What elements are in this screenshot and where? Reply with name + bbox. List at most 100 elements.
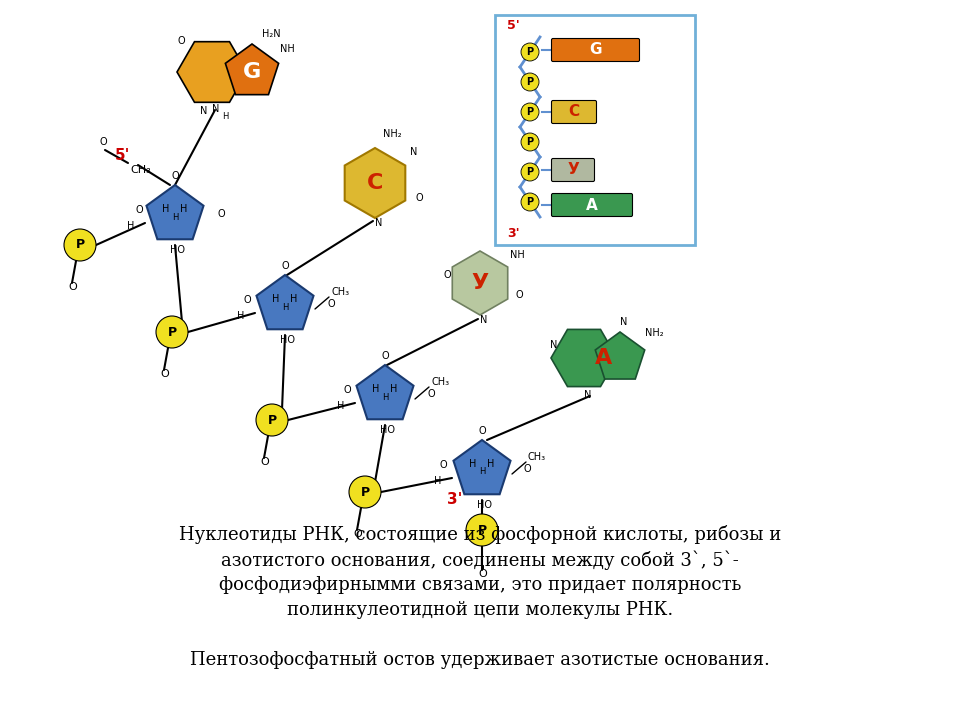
Polygon shape (147, 185, 204, 239)
Text: HO: HO (477, 500, 492, 510)
Text: N: N (480, 315, 488, 325)
Text: 5': 5' (507, 19, 519, 32)
Text: N: N (200, 106, 207, 116)
Text: O: O (415, 193, 422, 203)
Text: CH₃: CH₃ (431, 377, 449, 387)
Text: O: O (160, 369, 169, 379)
Text: O: O (478, 426, 486, 436)
Text: H: H (391, 384, 397, 394)
Text: полинкулеотидной цепи молекулы РНК.: полинкулеотидной цепи молекулы РНК. (287, 601, 673, 619)
Text: HO: HO (170, 245, 185, 255)
Text: O: O (217, 209, 225, 219)
Text: G: G (243, 62, 261, 82)
Text: CH₃: CH₃ (331, 287, 349, 297)
Text: O: O (381, 351, 389, 361)
Text: Нуклеотиды РНК, состоящие из фосфорной кислоты, рибозы и: Нуклеотиды РНК, состоящие из фосфорной к… (179, 526, 781, 544)
Text: 3': 3' (447, 492, 463, 507)
Text: P: P (526, 137, 534, 147)
Text: H: H (372, 384, 380, 394)
Text: HO: HO (280, 335, 295, 345)
Text: H: H (469, 459, 477, 469)
FancyBboxPatch shape (551, 38, 639, 61)
Text: O: O (516, 290, 523, 300)
Text: H: H (488, 459, 494, 469)
Text: H: H (180, 204, 188, 214)
Text: O: O (427, 389, 435, 399)
Text: фосфодиэфирнымми связами, это придает полярность: фосфодиэфирнымми связами, это придает по… (219, 576, 741, 594)
Text: H₂N: H₂N (262, 29, 280, 39)
Text: P: P (526, 197, 534, 207)
Text: O: O (327, 299, 335, 309)
Text: P: P (167, 325, 177, 338)
Text: H: H (127, 221, 134, 231)
Polygon shape (177, 42, 247, 102)
Text: O: O (243, 295, 251, 305)
Text: O: O (524, 464, 532, 474)
Text: O: O (135, 205, 143, 215)
Polygon shape (452, 251, 508, 315)
Text: N: N (620, 317, 628, 327)
Circle shape (521, 163, 539, 181)
Circle shape (521, 193, 539, 211)
Text: NH₂: NH₂ (383, 129, 401, 139)
Circle shape (64, 229, 96, 261)
Polygon shape (551, 330, 617, 387)
Text: P: P (526, 47, 534, 57)
Text: A: A (587, 197, 598, 212)
FancyBboxPatch shape (551, 101, 596, 124)
Text: 5': 5' (115, 148, 131, 163)
Circle shape (521, 43, 539, 61)
Text: CH₃: CH₃ (528, 452, 546, 462)
Text: NH: NH (280, 44, 295, 54)
Text: HO: HO (380, 425, 395, 435)
Circle shape (521, 133, 539, 151)
Text: P: P (477, 523, 487, 536)
Text: У: У (567, 163, 579, 178)
Text: Пентозофосфатный остов удерживает азотистые основания.: Пентозофосфатный остов удерживает азотис… (190, 651, 770, 669)
Text: O: O (68, 282, 77, 292)
Text: H: H (337, 401, 345, 411)
Text: H: H (162, 204, 170, 214)
Polygon shape (256, 275, 314, 329)
Text: O: O (444, 270, 451, 280)
Text: P: P (526, 107, 534, 117)
Text: N: N (375, 218, 382, 228)
Text: NH: NH (510, 250, 525, 260)
Polygon shape (345, 148, 405, 218)
Text: У: У (471, 273, 489, 293)
Text: NH₂: NH₂ (645, 328, 663, 338)
Text: H: H (290, 294, 298, 304)
Text: H: H (237, 311, 245, 321)
Circle shape (156, 316, 188, 348)
Text: N: N (584, 390, 591, 400)
Text: азотистого основания, соединены между собой 3`, 5`-: азотистого основания, соединены между со… (221, 550, 739, 570)
Text: H: H (273, 294, 279, 304)
Polygon shape (453, 440, 511, 494)
Circle shape (521, 73, 539, 91)
Text: C: C (367, 173, 383, 193)
Polygon shape (226, 44, 278, 94)
Text: C: C (568, 104, 580, 120)
Text: P: P (76, 238, 84, 251)
Text: N: N (550, 340, 558, 350)
Text: P: P (268, 413, 276, 426)
Text: O: O (440, 460, 447, 470)
Text: O: O (353, 529, 362, 539)
Text: O: O (260, 457, 269, 467)
Text: CH₃: CH₃ (130, 165, 151, 175)
Circle shape (521, 103, 539, 121)
FancyBboxPatch shape (551, 158, 594, 181)
Text: H: H (282, 302, 288, 312)
Text: G: G (589, 42, 602, 58)
Polygon shape (356, 365, 414, 419)
Text: H: H (434, 476, 442, 486)
FancyBboxPatch shape (495, 15, 695, 245)
Circle shape (349, 476, 381, 508)
Text: P: P (360, 485, 370, 498)
Polygon shape (595, 332, 645, 379)
Text: O: O (281, 261, 289, 271)
Text: 3': 3' (507, 227, 519, 240)
Text: H: H (382, 392, 388, 402)
Text: N: N (212, 104, 220, 114)
FancyBboxPatch shape (551, 194, 633, 217)
